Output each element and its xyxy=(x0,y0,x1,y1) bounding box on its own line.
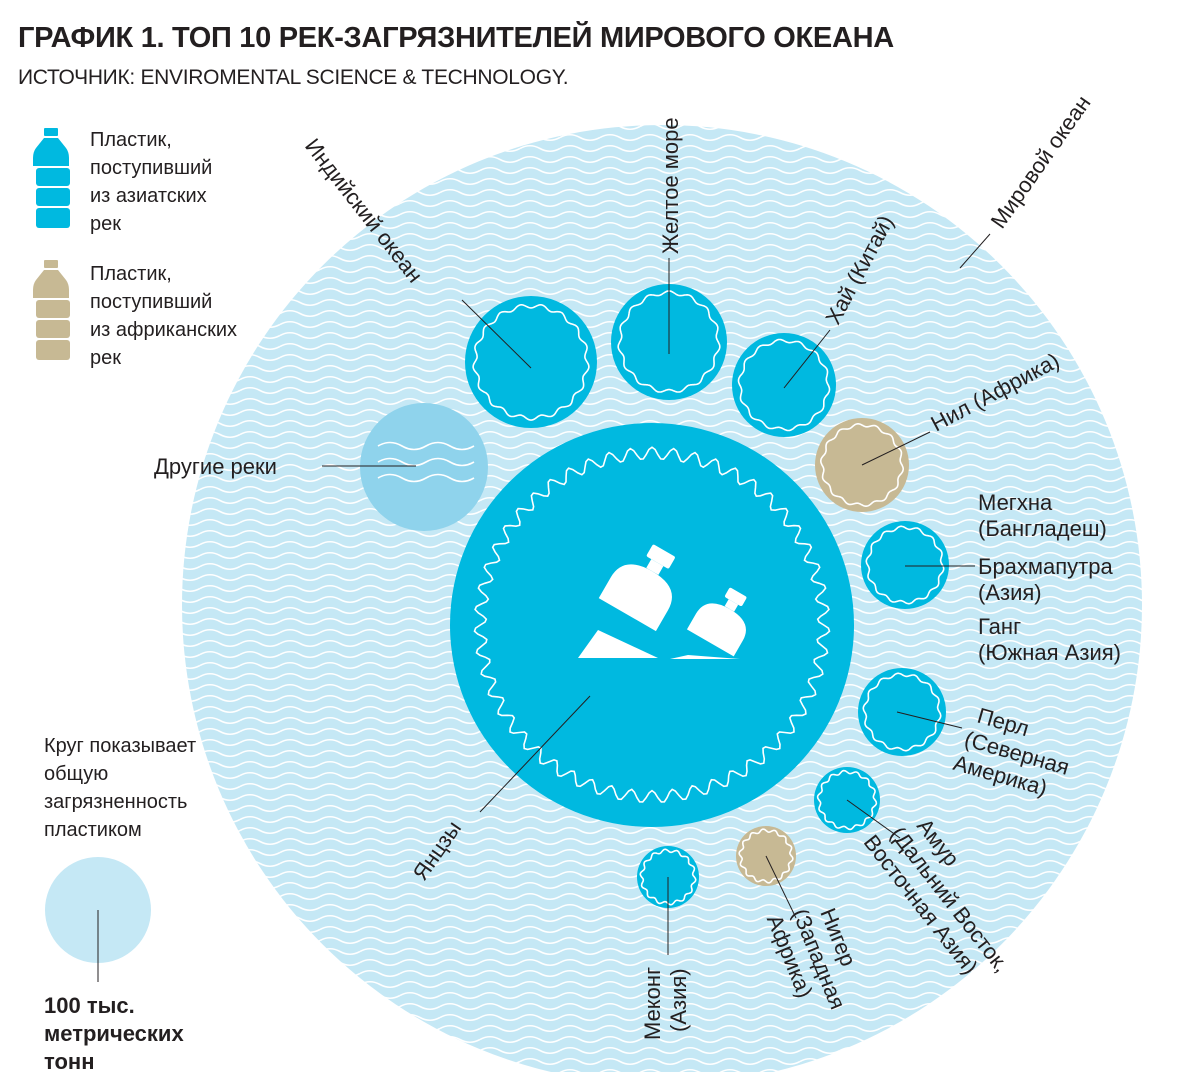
bottles-icon xyxy=(578,544,747,659)
wavy-ring xyxy=(738,828,794,884)
wavy-ring xyxy=(472,304,590,421)
scale-note: Круг показывает общую загрязненность пла… xyxy=(44,735,197,841)
scale-label: 100 тыс. метрических тонн xyxy=(44,993,184,1074)
wavy-ring xyxy=(862,672,942,752)
pearl-circle xyxy=(858,668,946,756)
wavy-ring xyxy=(639,848,697,906)
bottle-icon xyxy=(33,128,70,228)
label-brahmaputra: Брахмапутра xyxy=(978,554,1113,579)
wavy-ring xyxy=(473,446,831,803)
wavy-ring xyxy=(737,338,831,432)
leader-lines xyxy=(322,233,991,955)
bottle-icon xyxy=(33,260,70,360)
legend-african-label: Пластик, поступивший из африканских рек xyxy=(90,263,238,369)
label-ganges-region: (Южная Азия) xyxy=(978,640,1121,665)
wavy-ring xyxy=(816,769,878,831)
wavy-ring xyxy=(617,290,721,393)
chart-source: ИСТОЧНИК: ENVIROMENTAL SCIENCE & TECHNOL… xyxy=(18,66,569,89)
label-yellow-sea: Желтое море xyxy=(658,117,683,254)
label-world-ocean: Мировой океан xyxy=(986,91,1096,233)
label-meghna-region: (Бангладеш) xyxy=(978,516,1107,541)
label-other-rivers: Другие реки xyxy=(154,454,277,479)
chart-title: ГРАФИК 1. ТОП 10 РЕК-ЗАГРЯЗНИТЕЛЕЙ МИРОВ… xyxy=(18,22,894,54)
label-mekong: Меконг xyxy=(640,967,665,1040)
other-rivers-circle xyxy=(360,403,488,531)
meghna-circle xyxy=(861,521,949,609)
wavy-ring xyxy=(820,423,904,507)
label-meghna: Мегхна xyxy=(978,490,1053,515)
label-brahmaputra-region: (Азия) xyxy=(978,580,1042,605)
hai-circle xyxy=(732,333,836,437)
legend-asian-label: Пластик, поступивший из азиатских рек xyxy=(90,129,213,235)
label-ganges: Ганг xyxy=(978,614,1021,639)
wavy-ring xyxy=(865,525,945,605)
label-mekong-region: (Азия) xyxy=(666,968,691,1032)
indian-ocean-circle xyxy=(465,296,597,428)
